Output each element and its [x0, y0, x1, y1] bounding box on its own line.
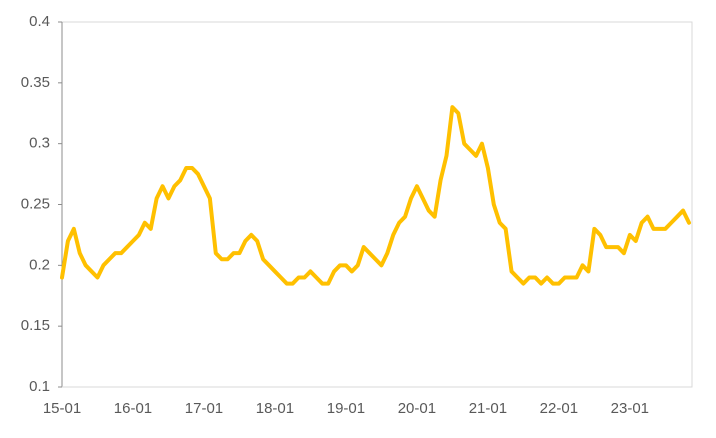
x-tick-label: 15-01 [43, 400, 81, 417]
y-tick-label: 0.2 [29, 256, 50, 273]
x-tick-label: 17-01 [185, 400, 223, 417]
y-tick-label: 0.25 [21, 195, 50, 212]
x-tick-label: 23-01 [611, 400, 649, 417]
y-tick-label: 0.35 [21, 74, 50, 91]
y-tick-label: 0.15 [21, 317, 50, 334]
x-tick-label: 19-01 [327, 400, 365, 417]
x-tick-label: 21-01 [469, 400, 507, 417]
y-tick-label: 0.3 [29, 135, 50, 152]
data-line [60, 105, 691, 286]
x-tick-label: 22-01 [540, 400, 578, 417]
y-tick-label: 0.4 [29, 13, 50, 30]
x-tick-label: 16-01 [114, 400, 152, 417]
y-tick-label: 0.1 [29, 378, 50, 395]
x-tick-label: 20-01 [398, 400, 436, 417]
x-tick-label: 18-01 [256, 400, 294, 417]
